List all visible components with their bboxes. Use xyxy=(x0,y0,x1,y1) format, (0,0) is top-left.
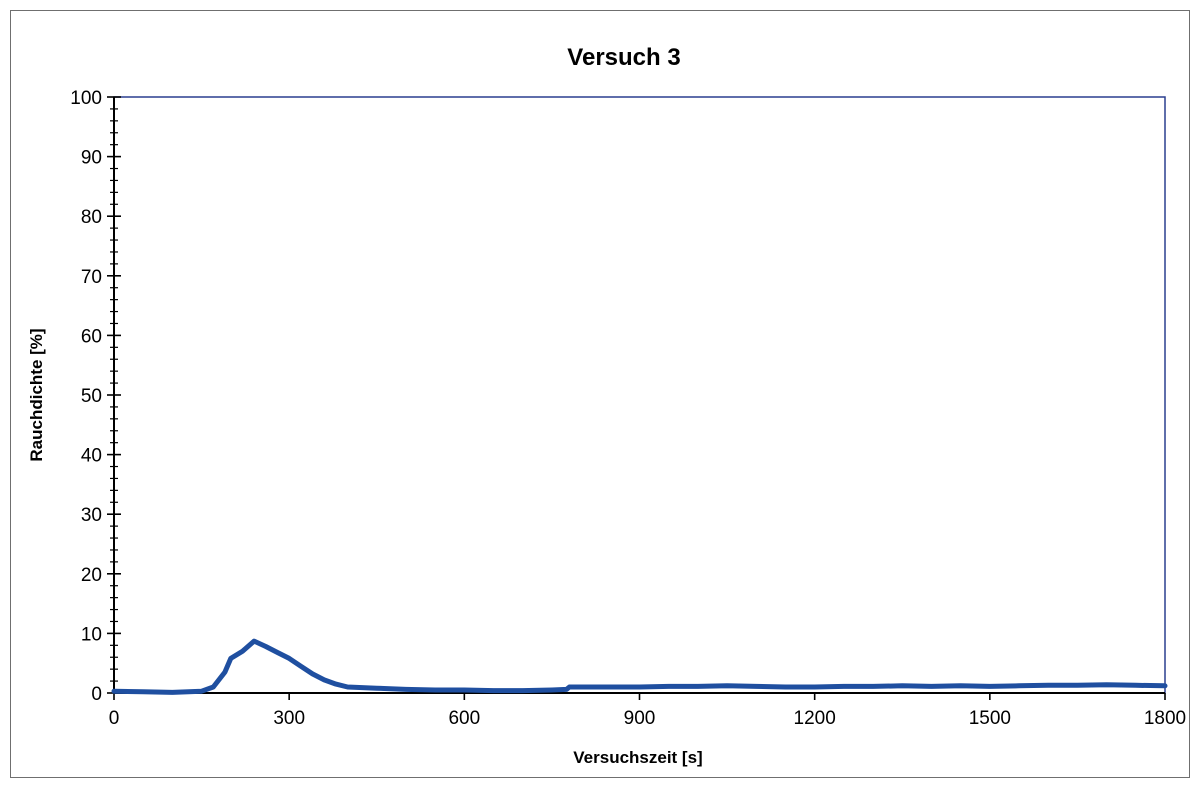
x-tick-label: 300 xyxy=(273,708,305,729)
y-tick-label: 100 xyxy=(70,88,102,109)
x-tick-label: 1500 xyxy=(969,708,1011,729)
y-axis-label: Rauchdichte [%] xyxy=(27,328,46,461)
x-axis-ticks: 0 300 600 900 1200 1500 1800 xyxy=(109,693,1186,729)
chart-frame xyxy=(10,10,1190,778)
y-axis-ticks: 0 10 20 30 40 50 60 70 80 90 100 xyxy=(70,88,121,705)
x-tick-label: 900 xyxy=(624,708,656,729)
series-line xyxy=(111,638,1168,695)
x-tick-label: 1200 xyxy=(794,708,836,729)
series-layer xyxy=(111,638,1168,695)
y-tick-label: 70 xyxy=(81,267,102,288)
y-tick-label: 30 xyxy=(81,505,102,526)
x-tick-label: 600 xyxy=(448,708,480,729)
x-tick-label: 0 xyxy=(109,708,120,729)
y-tick-label: 40 xyxy=(81,446,102,467)
y-tick-label: 80 xyxy=(81,207,102,228)
plot-area xyxy=(113,96,1166,694)
y-tick-label: 0 xyxy=(91,684,102,705)
y-tick-label: 90 xyxy=(81,148,102,169)
y-tick-label: 20 xyxy=(81,565,102,586)
y-tick-label: 10 xyxy=(81,624,102,645)
y-tick-label: 60 xyxy=(81,326,102,347)
x-axis-label: Versuchszeit [s] xyxy=(573,748,702,767)
x-tick-label: 1800 xyxy=(1144,708,1186,729)
chart-title: Versuch 3 xyxy=(567,44,680,71)
y-tick-label: 50 xyxy=(81,386,102,407)
